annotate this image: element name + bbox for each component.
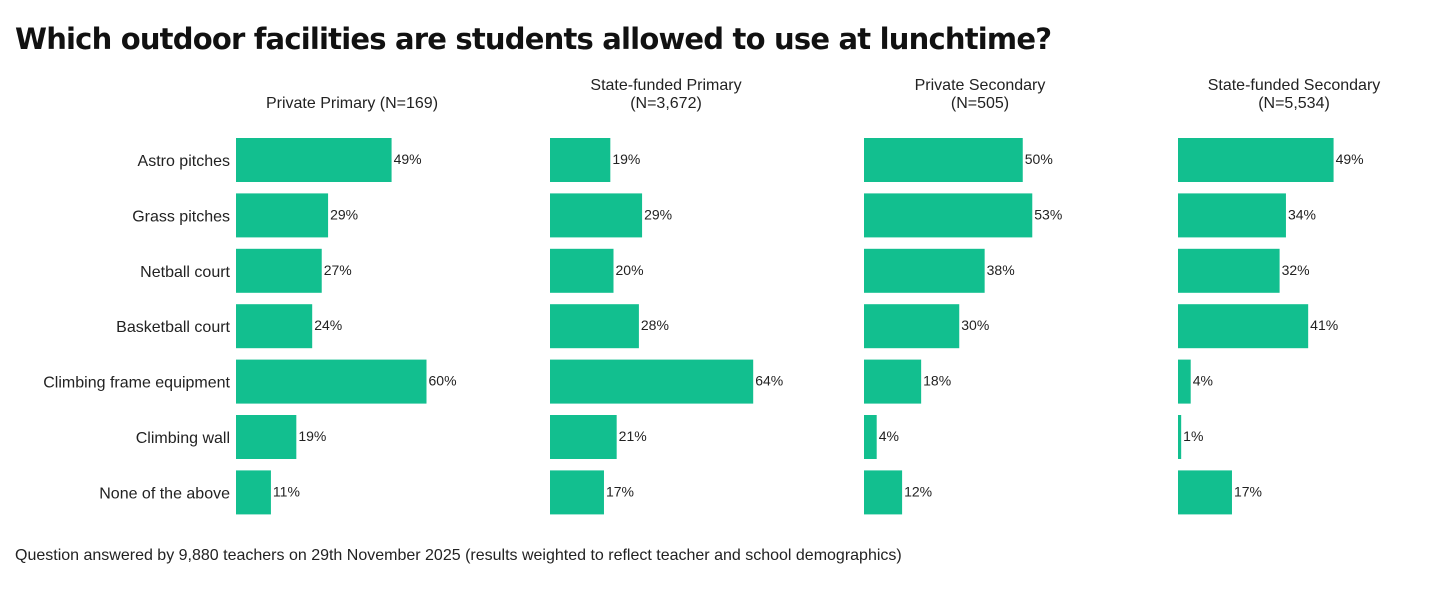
category-label: None of the above bbox=[99, 485, 230, 502]
bar bbox=[236, 304, 313, 349]
bar bbox=[1178, 193, 1286, 238]
data-label: 60% bbox=[429, 373, 457, 389]
panel-title: (N=505) bbox=[951, 95, 1009, 112]
bar bbox=[550, 193, 643, 238]
bar bbox=[1178, 138, 1334, 182]
panel-title: (N=5,534) bbox=[1258, 95, 1330, 112]
bar bbox=[864, 304, 960, 349]
bar bbox=[236, 415, 297, 459]
bar bbox=[1178, 359, 1191, 404]
bar bbox=[864, 470, 903, 515]
bar bbox=[1178, 248, 1280, 293]
data-label: 17% bbox=[606, 483, 634, 499]
bar bbox=[550, 248, 614, 293]
bar bbox=[236, 470, 271, 515]
data-label: 32% bbox=[1282, 262, 1310, 278]
data-label: 4% bbox=[1193, 373, 1213, 389]
data-label: 29% bbox=[644, 206, 672, 222]
data-label: 24% bbox=[314, 317, 342, 333]
data-label: 30% bbox=[961, 317, 989, 333]
bar bbox=[236, 138, 392, 182]
data-label: 28% bbox=[641, 317, 669, 333]
data-label: 1% bbox=[1183, 428, 1203, 444]
category-label: Climbing frame equipment bbox=[43, 375, 230, 392]
data-label: 18% bbox=[923, 373, 951, 389]
bar bbox=[550, 304, 639, 349]
bar bbox=[236, 248, 322, 293]
bar bbox=[550, 470, 604, 515]
bar bbox=[1178, 415, 1182, 459]
data-label: 19% bbox=[298, 428, 326, 444]
panel-title: (N=3,672) bbox=[630, 95, 702, 112]
panel-title: Private Primary (N=169) bbox=[266, 95, 438, 112]
data-label: 41% bbox=[1310, 317, 1338, 333]
bar bbox=[236, 359, 427, 404]
bar bbox=[236, 193, 329, 238]
category-label: Netball court bbox=[140, 264, 230, 281]
data-label: 64% bbox=[755, 373, 783, 389]
data-label: 34% bbox=[1288, 206, 1316, 222]
bar bbox=[550, 415, 617, 459]
data-label: 29% bbox=[330, 206, 358, 222]
category-label: Climbing wall bbox=[136, 430, 230, 447]
bar bbox=[1178, 304, 1309, 349]
bar bbox=[864, 248, 985, 293]
data-label: 4% bbox=[879, 428, 899, 444]
category-label: Grass pitches bbox=[132, 208, 230, 225]
bar bbox=[864, 359, 922, 404]
data-label: 49% bbox=[394, 151, 422, 167]
data-label: 20% bbox=[616, 262, 644, 278]
bar bbox=[864, 415, 877, 459]
data-label: 12% bbox=[904, 483, 932, 499]
data-label: 11% bbox=[273, 483, 300, 499]
small-multiples-bar-chart: Astro pitches Grass pitches Netball court B… bbox=[43, 77, 1381, 515]
panel-title: State-funded Primary bbox=[590, 77, 741, 94]
category-label: Astro pitches bbox=[138, 153, 230, 170]
panel-title: State-funded Secondary bbox=[1208, 77, 1381, 94]
data-label: 50% bbox=[1025, 151, 1053, 167]
data-label: 17% bbox=[1234, 483, 1262, 499]
data-label: 21% bbox=[619, 428, 647, 444]
panel-title: Private Secondary bbox=[915, 77, 1046, 94]
bar bbox=[550, 138, 611, 182]
data-label: 19% bbox=[612, 151, 640, 167]
chart-title: Which outdoor facilities are students al… bbox=[15, 22, 1052, 56]
category-label: Basketball court bbox=[116, 319, 230, 336]
bar bbox=[1178, 470, 1232, 515]
data-label: 27% bbox=[324, 262, 352, 278]
bar bbox=[864, 193, 1033, 238]
footnote: Question answered by 9,880 teachers on 2… bbox=[15, 547, 902, 564]
data-label: 53% bbox=[1034, 206, 1062, 222]
bar bbox=[550, 359, 754, 404]
bar bbox=[864, 138, 1023, 182]
data-label: 49% bbox=[1336, 151, 1364, 167]
data-label: 38% bbox=[987, 262, 1015, 278]
